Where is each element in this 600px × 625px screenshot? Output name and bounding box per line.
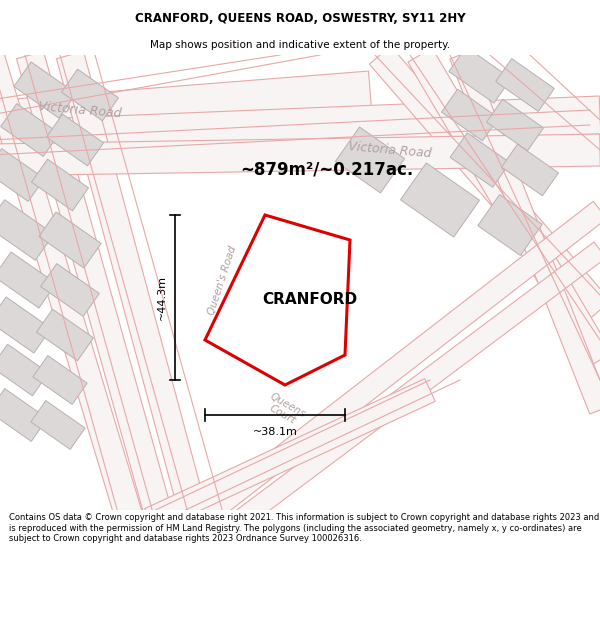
Polygon shape — [31, 401, 85, 449]
Polygon shape — [0, 71, 371, 139]
Text: Map shows position and indicative extent of the property.: Map shows position and indicative extent… — [150, 39, 450, 49]
Polygon shape — [335, 127, 404, 193]
Polygon shape — [450, 132, 510, 188]
Polygon shape — [61, 69, 119, 121]
Polygon shape — [234, 242, 600, 528]
Polygon shape — [14, 62, 76, 118]
Polygon shape — [0, 134, 600, 176]
Polygon shape — [502, 144, 559, 196]
Polygon shape — [31, 159, 89, 211]
Text: Victoria Road: Victoria Road — [38, 100, 122, 120]
Polygon shape — [400, 163, 479, 237]
Polygon shape — [0, 149, 44, 201]
Polygon shape — [145, 379, 435, 531]
Polygon shape — [487, 99, 544, 151]
Polygon shape — [0, 199, 54, 261]
Polygon shape — [205, 215, 350, 385]
Polygon shape — [46, 114, 104, 166]
Polygon shape — [442, 89, 499, 141]
Text: ~38.1m: ~38.1m — [253, 427, 298, 437]
Polygon shape — [0, 96, 600, 159]
Polygon shape — [0, 389, 47, 441]
Text: Queen's Road: Queen's Road — [206, 244, 238, 316]
Text: Victoria Road: Victoria Road — [348, 140, 432, 160]
Polygon shape — [33, 356, 87, 404]
Polygon shape — [0, 297, 51, 353]
Text: ~44.3m: ~44.3m — [157, 275, 167, 320]
Polygon shape — [1, 104, 59, 156]
Polygon shape — [370, 46, 600, 319]
Polygon shape — [0, 344, 49, 396]
Polygon shape — [39, 212, 101, 268]
Text: CRANFORD, QUEENS ROAD, OSWESTRY, SY11 2HY: CRANFORD, QUEENS ROAD, OSWESTRY, SY11 2H… — [134, 12, 466, 25]
Text: Queens
Court: Queens Court — [262, 391, 308, 429]
Text: ~879m²/~0.217ac.: ~879m²/~0.217ac. — [240, 161, 413, 179]
Polygon shape — [450, 51, 600, 414]
Polygon shape — [496, 59, 554, 111]
Text: Contains OS data © Crown copyright and database right 2021. This information is : Contains OS data © Crown copyright and d… — [9, 514, 599, 543]
Polygon shape — [408, 48, 600, 367]
Polygon shape — [0, 252, 56, 308]
Text: CRANFORD: CRANFORD — [262, 292, 358, 308]
Polygon shape — [449, 47, 511, 103]
Polygon shape — [0, 51, 143, 524]
Polygon shape — [37, 309, 94, 361]
Polygon shape — [478, 194, 542, 256]
Polygon shape — [17, 51, 173, 524]
Polygon shape — [41, 264, 100, 316]
Polygon shape — [56, 51, 209, 524]
Polygon shape — [193, 201, 600, 529]
